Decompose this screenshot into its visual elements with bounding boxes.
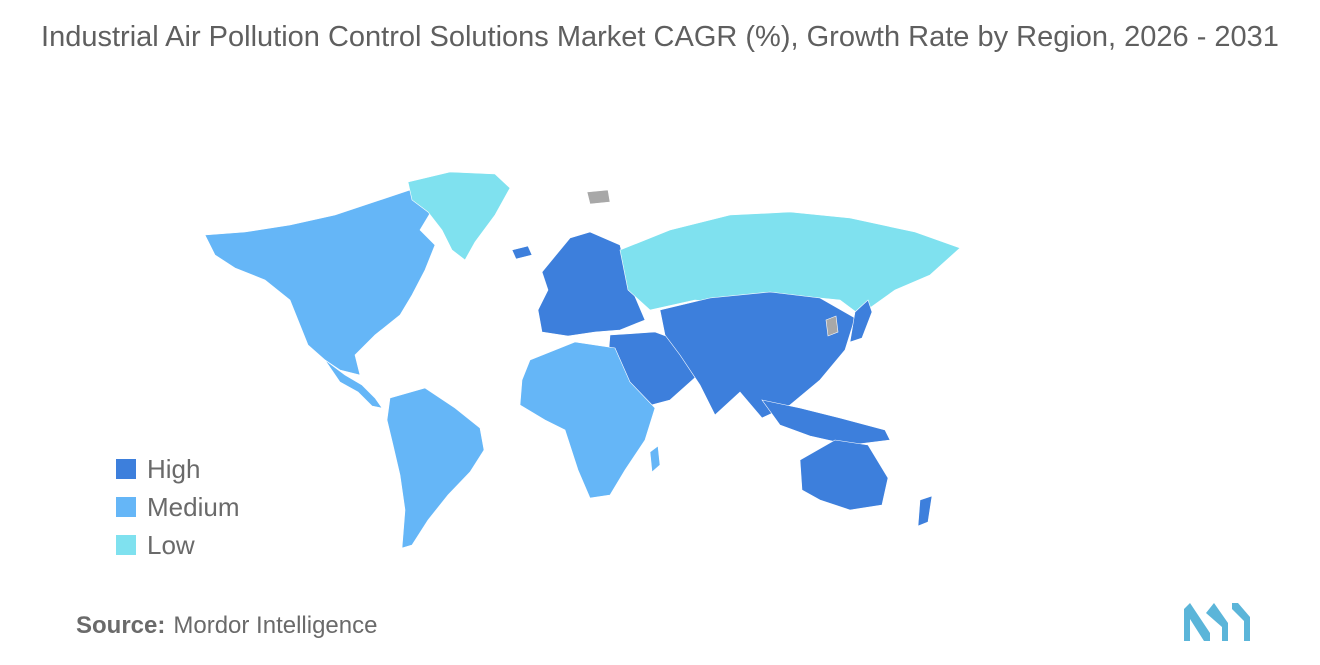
source-value: Mordor Intelligence: [173, 612, 378, 639]
logo-shape-right: [1232, 603, 1250, 641]
region-new-zealand: [917, 495, 933, 527]
legend-swatch-low: [116, 535, 136, 555]
region-north-america: [204, 189, 436, 376]
region-australia: [799, 439, 889, 511]
region-south-america: [386, 387, 485, 549]
region-central-america: [324, 359, 383, 409]
legend-label-medium: Medium: [147, 491, 240, 522]
legend-item-high: High: [116, 450, 239, 488]
region-africa: [519, 341, 656, 499]
region-japan: [849, 299, 873, 343]
legend-label-low: Low: [147, 529, 195, 560]
legend-swatch-medium: [116, 497, 136, 517]
region-asia: [659, 291, 856, 419]
legend-item-low: Low: [116, 526, 239, 564]
legend-label-high: High: [147, 453, 201, 484]
region-madagascar: [649, 445, 661, 473]
legend: High Medium Low: [116, 450, 239, 564]
source-line: Source: Mordor Intelligence: [76, 612, 377, 640]
region-southeast-asia: [761, 399, 891, 446]
region-korea: [825, 315, 839, 337]
legend-swatch-high: [116, 459, 136, 479]
logo-shape-left: [1184, 603, 1210, 641]
region-greenland: [407, 171, 511, 261]
world-map: [204, 171, 961, 549]
region-svalbard: [586, 189, 611, 205]
region-russia: [619, 211, 961, 316]
mordor-intelligence-logo-icon: [1184, 603, 1250, 641]
region-europe: [537, 231, 646, 337]
legend-item-medium: Medium: [116, 488, 239, 526]
chart-title: Industrial Air Pollution Control Solutio…: [41, 21, 1279, 53]
source-label: Source:: [76, 612, 166, 639]
logo-shape-mid: [1206, 603, 1228, 641]
region-iceland: [511, 245, 533, 260]
